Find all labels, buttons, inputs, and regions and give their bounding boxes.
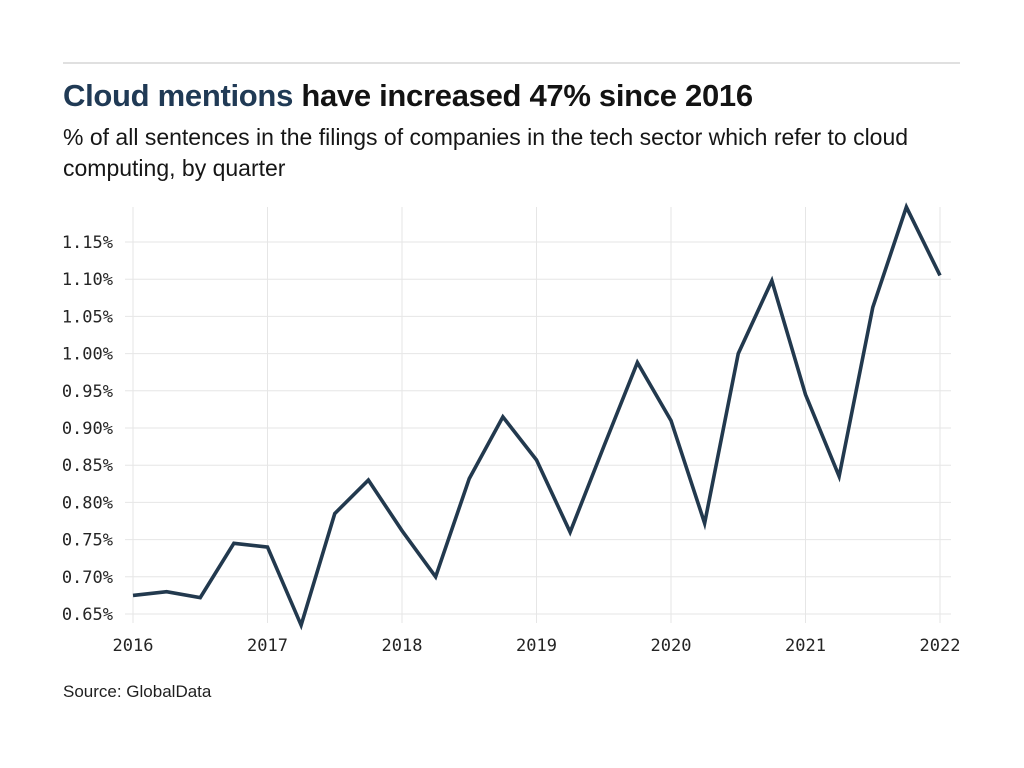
y-axis-tick-label: 1.00% <box>62 345 113 365</box>
y-axis-tick-label: 1.05% <box>62 307 113 327</box>
chart-title: Cloud mentions have increased 47% since … <box>63 78 753 114</box>
x-axis-tick-label: 2019 <box>516 636 557 656</box>
y-axis-tick-label: 0.90% <box>62 419 113 439</box>
cloud-mentions-data-line <box>132 202 942 631</box>
y-axis-tick-label: 1.15% <box>62 233 113 253</box>
chart-subtitle: % of all sentences in the filings of com… <box>63 124 909 181</box>
source-note: Source: GlobalData <box>63 682 212 701</box>
y-axis-tick-label: 0.70% <box>62 568 113 588</box>
x-axis-tick-label: 2016 <box>113 636 154 656</box>
top-divider <box>63 62 960 64</box>
y-axis-tick-label: 1.10% <box>62 270 113 290</box>
y-axis-tick-label: 0.80% <box>62 493 113 513</box>
x-axis-tick-label: 2021 <box>785 636 826 656</box>
chart-title-accent: Cloud mentions <box>63 78 294 113</box>
x-axis-tick-label: 2018 <box>382 636 423 656</box>
y-axis-tick-label: 0.85% <box>62 456 113 476</box>
chart-title-rest: have increased 47% since 2016 <box>293 78 753 113</box>
y-axis-tick-label: 0.75% <box>62 531 113 551</box>
y-axis-tick-label: 0.95% <box>62 382 113 402</box>
x-axis-tick-label: 2020 <box>651 636 692 656</box>
y-axis-tick-label: 0.65% <box>62 605 113 625</box>
x-axis-tick-label: 2017 <box>247 636 288 656</box>
x-axis-tick-label: 2022 <box>920 636 961 656</box>
